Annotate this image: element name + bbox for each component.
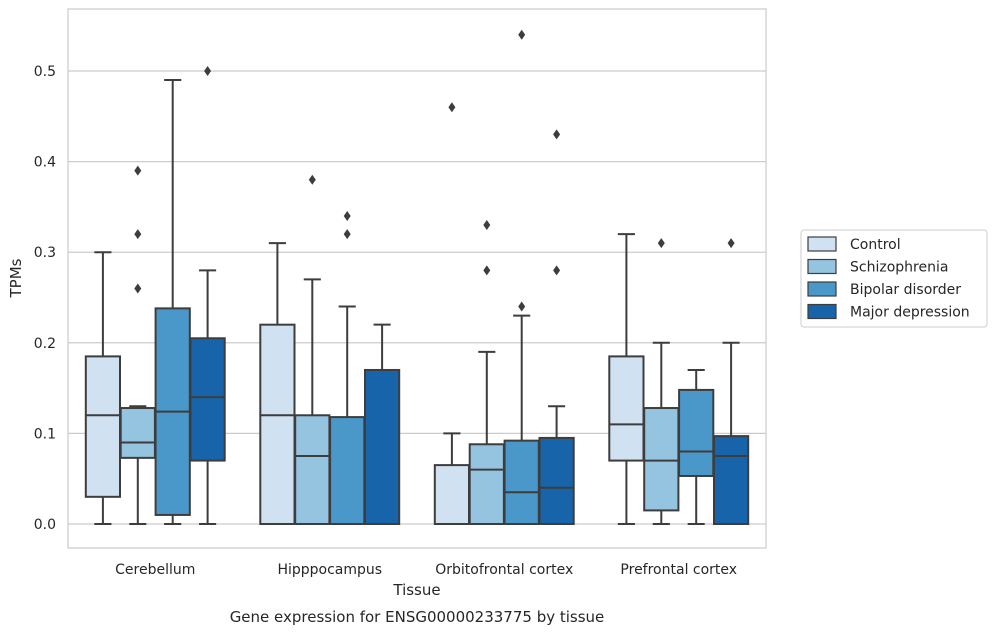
box-major-depression bbox=[189, 66, 226, 525]
box-bipolar-disorder bbox=[678, 368, 715, 525]
box-body bbox=[608, 355, 645, 462]
box-body bbox=[503, 439, 540, 526]
outlier-point bbox=[308, 174, 316, 185]
box-body bbox=[84, 355, 122, 498]
outlier-point bbox=[727, 238, 735, 249]
box-schizophrenia bbox=[468, 220, 505, 525]
box-control bbox=[433, 102, 471, 525]
box-control bbox=[259, 242, 296, 525]
outlier-point bbox=[553, 129, 561, 140]
x-axis-label: Tissue bbox=[392, 581, 440, 599]
box-schizophrenia bbox=[119, 165, 156, 525]
outlier-point bbox=[518, 29, 526, 40]
outlier-point bbox=[657, 238, 665, 249]
box-schizophrenia bbox=[294, 174, 331, 525]
legend-label: Control bbox=[850, 237, 901, 253]
box-major-depression bbox=[712, 238, 750, 526]
box-body bbox=[538, 436, 575, 525]
box-body bbox=[259, 323, 296, 525]
legend: Control Schizophrenia Bipolar disorder Majo… bbox=[800, 229, 988, 328]
legend-label: Schizophrenia bbox=[850, 260, 948, 276]
y-axis: 0.0 0.1 0.2 0.3 0.4 0.5 bbox=[34, 64, 56, 533]
box-bipolar-disorder bbox=[154, 79, 191, 525]
outlier-point bbox=[134, 283, 142, 294]
y-tick-label: 0.2 bbox=[34, 336, 56, 352]
box-major-depression bbox=[538, 129, 575, 525]
legend-box bbox=[800, 229, 988, 328]
legend-swatch bbox=[807, 258, 837, 275]
plot-frame bbox=[67, 8, 767, 549]
box-major-depression bbox=[363, 323, 401, 526]
legend-label: Bipolar disorder bbox=[850, 282, 961, 298]
box-body bbox=[363, 368, 401, 526]
box-body bbox=[643, 407, 680, 512]
legend-swatch bbox=[807, 236, 837, 252]
outlier-point bbox=[343, 229, 351, 240]
y-axis-label: TPMs bbox=[7, 258, 25, 298]
y-tick-label: 0.4 bbox=[34, 155, 56, 171]
y-tick-label: 0.1 bbox=[34, 426, 56, 442]
box-body bbox=[329, 416, 366, 526]
legend-swatch bbox=[807, 281, 837, 297]
figure-caption: Gene expression for ENSG00000233775 by t… bbox=[230, 608, 605, 626]
boxes-layer bbox=[84, 29, 750, 526]
box-bipolar-disorder bbox=[503, 29, 540, 526]
x-tick-label: Prefrontal cortex bbox=[620, 562, 737, 578]
y-tick-label: 0.5 bbox=[34, 64, 56, 80]
outlier-point bbox=[343, 210, 351, 221]
y-tick-label: 0.0 bbox=[34, 517, 56, 533]
x-axis: Cerebellum Hipppocampus Orbitofrontal cort… bbox=[115, 562, 737, 578]
y-tick-label: 0.3 bbox=[34, 245, 56, 261]
box-body bbox=[189, 337, 226, 462]
box-schizophrenia bbox=[643, 238, 680, 525]
outlier-point bbox=[134, 229, 142, 240]
box-bipolar-disorder bbox=[329, 210, 366, 526]
box-body bbox=[119, 407, 156, 459]
x-tick-label: Orbitofrontal cortex bbox=[435, 562, 573, 578]
legend-item: Major depression bbox=[807, 303, 970, 321]
box-control bbox=[608, 233, 645, 525]
box-body bbox=[678, 388, 715, 477]
box-body bbox=[294, 414, 331, 525]
box-control bbox=[84, 251, 122, 525]
legend-swatch bbox=[807, 303, 837, 320]
outlier-point bbox=[553, 265, 561, 276]
outlier-point bbox=[483, 220, 491, 231]
outlier-point bbox=[448, 102, 456, 113]
outlier-point bbox=[483, 265, 491, 276]
legend-item: Bipolar disorder bbox=[807, 281, 961, 298]
x-tick-label: Cerebellum bbox=[115, 562, 195, 578]
outlier-point bbox=[204, 66, 212, 76]
box-body bbox=[433, 464, 471, 525]
legend-item: Control bbox=[807, 236, 901, 253]
legend-label: Major depression bbox=[850, 305, 970, 321]
legend-item: Schizophrenia bbox=[807, 258, 948, 276]
outlier-point bbox=[518, 301, 526, 312]
box-body bbox=[468, 443, 505, 525]
outlier-point bbox=[134, 165, 142, 176]
box-body bbox=[712, 435, 750, 526]
x-tick-label: Hipppocampus bbox=[277, 562, 382, 578]
